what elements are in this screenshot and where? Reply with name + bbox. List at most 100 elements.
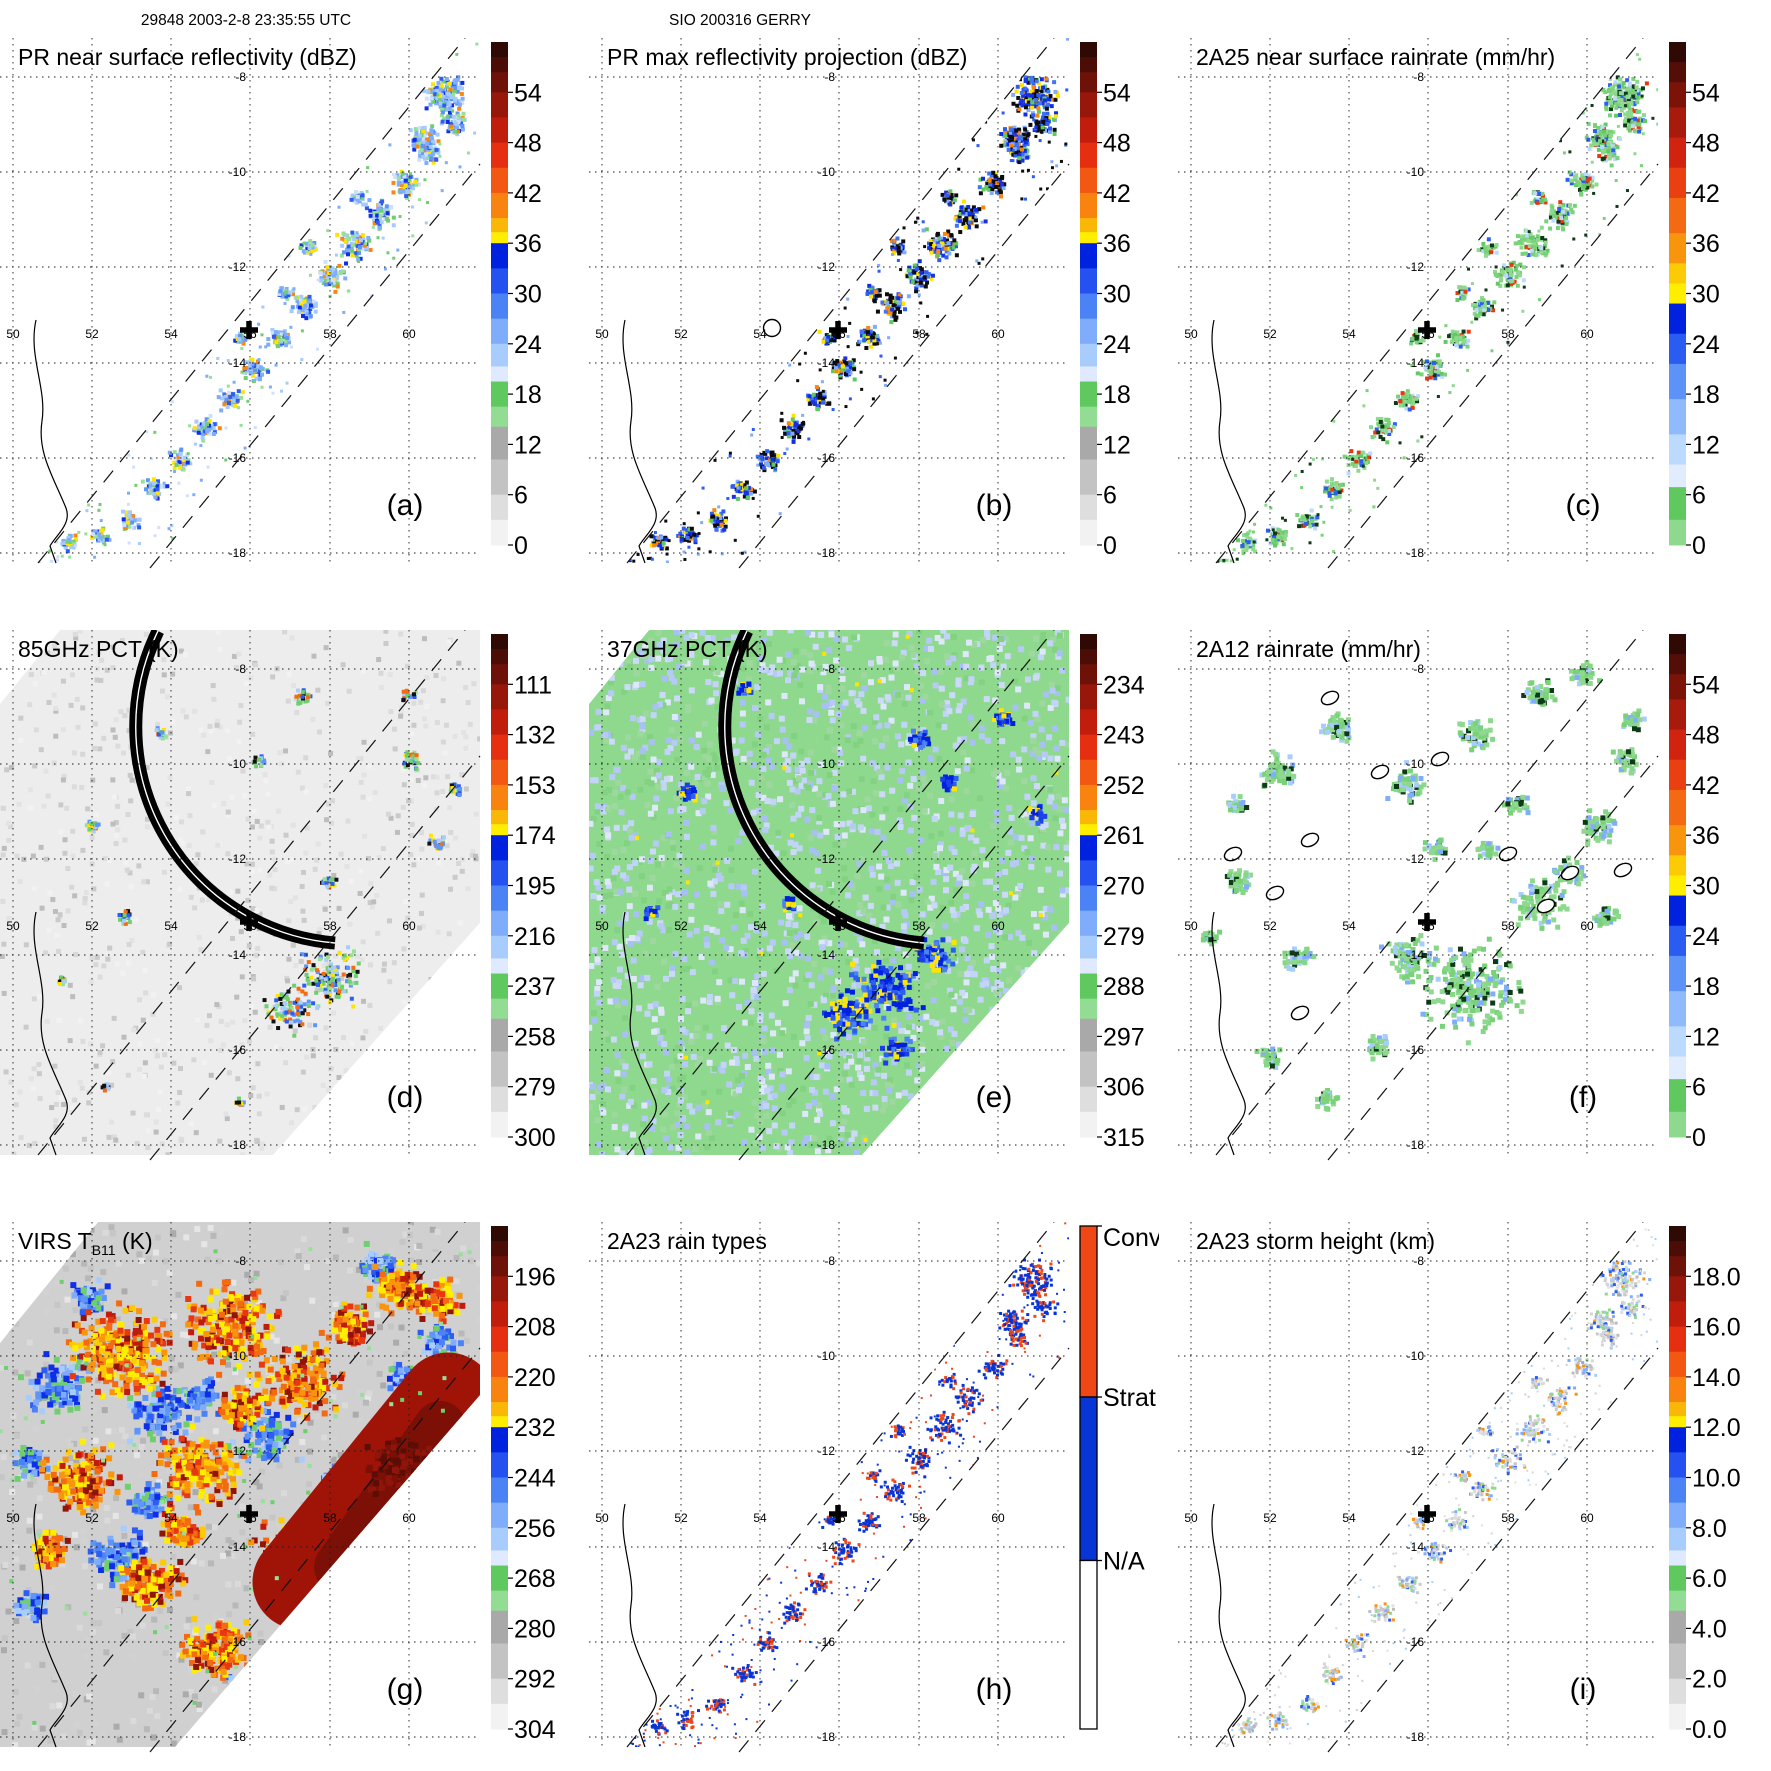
lon-tick-label: 56 (832, 327, 846, 341)
colorbar-tick-label: 30 (1692, 281, 1720, 309)
panel-g-map: 50 52 54 56 58 60 -8 -10 -12 -14 -16 -18 VIRS TB11 (… (0, 1221, 556, 1753)
colorbar-tick-label: 252 (1103, 772, 1145, 800)
lat-tick-label: -14 (818, 948, 836, 962)
storm-center-cross (1418, 321, 1436, 339)
colorbar-tick-label: 18.0 (1692, 1263, 1741, 1291)
coastline-path (1211, 1503, 1246, 1748)
colorbar-tick-label: 48 (1103, 130, 1131, 158)
panel-letter: (e) (976, 1081, 1013, 1114)
data-field (0, 1222, 480, 1747)
panel-d: 50 52 54 56 58 60 -8 -10 -12 -14 -16 -18 85GHz PCT (… (0, 629, 570, 1175)
lat-tick-label: -18 (818, 1730, 836, 1744)
colorbar-tick-label: 48 (514, 130, 542, 158)
panel-b: 50 52 54 56 58 60 -8 -10 -12 -14 -16 -18 PR max refl… (589, 37, 1159, 583)
colorbar-tick-label: 6 (1692, 482, 1706, 510)
lat-tick-label: -14 (818, 1540, 836, 1554)
lon-tick-label: 50 (6, 1511, 20, 1525)
colorbar-tick-label: 18 (1103, 381, 1131, 409)
colorbar-tick-label: 30 (514, 281, 542, 309)
lat-tick-label: -14 (818, 356, 836, 370)
lon-tick-label: 50 (6, 919, 20, 933)
lat-tick-label: -10 (818, 1349, 836, 1363)
colorbar-tick-label: 2.0 (1692, 1666, 1727, 1694)
panel-letter: (i) (1570, 1673, 1597, 1706)
lon-tick-label: 56 (832, 919, 846, 933)
panel-i: 50 52 54 56 58 60 -8 -10 -12 -14 -16 -18 2A23 storm … (1178, 1221, 1748, 1767)
lat-tick-label: -18 (229, 1138, 247, 1152)
lon-tick-label: 54 (753, 1511, 767, 1525)
colorbar-tick-label: 306 (1103, 1074, 1145, 1102)
colorbar-tick-label: 196 (514, 1263, 556, 1291)
lat-tick-label: -16 (1407, 1043, 1425, 1057)
coastline-path (33, 319, 68, 564)
lat-tick-label: -16 (818, 1043, 836, 1057)
lat-tick-label: -18 (1407, 1730, 1425, 1744)
lon-tick-label: 54 (1342, 1511, 1356, 1525)
lat-tick-label: -10 (229, 757, 247, 771)
lon-tick-label: 58 (1501, 919, 1515, 933)
colorbar-tick-label: 111 (514, 671, 552, 699)
pr-swath-edge-lines (1215, 1221, 1659, 1753)
colorbar-tick-label: Strat (1103, 1384, 1156, 1412)
colorbar-tick-label: 54 (1692, 79, 1720, 107)
colorbar-tick-label: 208 (514, 1314, 556, 1342)
pr-swath-edge-lines (626, 629, 1070, 1161)
colorbar-tick-label: 42 (1692, 180, 1720, 208)
colorbar-tick-label: 54 (514, 79, 542, 107)
lat-tick-label: -14 (1407, 356, 1425, 370)
data-field (628, 38, 1069, 563)
lat-tick-label: -14 (1407, 948, 1425, 962)
data-hole-ellipse (1300, 832, 1320, 848)
lon-tick-label: 54 (753, 919, 767, 933)
colorbar-tick-label: 36 (1692, 822, 1720, 850)
lat-tick-label: -18 (229, 546, 247, 560)
storm-symbol (762, 318, 782, 338)
colorbar-tick-label: 54 (1103, 79, 1131, 107)
colorbar-tick-label: 315 (1103, 1124, 1145, 1152)
lon-tick-label: 60 (1580, 1511, 1594, 1525)
pr-swath-edge-lines (626, 1221, 1070, 1753)
panel-b-colorbar: 54 48 42 36 30 24 18 12 6 0 (1080, 42, 1131, 560)
colorbar-tick-label: 12 (1103, 431, 1131, 459)
panel-e: 50 52 54 56 58 60 -8 -10 -12 -14 -16 -18 37GHz PCT (… (589, 629, 1159, 1175)
lon-tick-label: 58 (1501, 327, 1515, 341)
lon-tick-label: 50 (595, 327, 609, 341)
lat-tick-label: -16 (818, 451, 836, 465)
panel-e-colorbar: 234 243 252 261 270 279 288 297 306 315 (1080, 634, 1145, 1152)
panel-letter: (f) (1569, 1081, 1597, 1114)
colorbar-tick-label: 270 (1103, 873, 1145, 901)
lat-tick-label: -16 (1407, 1635, 1425, 1649)
colorbar-tick-label: 12 (514, 431, 542, 459)
lon-tick-label: 50 (1184, 327, 1198, 341)
colorbar-tick-label: 4.0 (1692, 1615, 1727, 1643)
panel-title: 85GHz PCT (K) (18, 636, 179, 662)
lat-tick-label: -18 (818, 1138, 836, 1152)
panel-i-map: 50 52 54 56 58 60 -8 -10 -12 -14 -16 -18 2A23 storm … (1178, 1221, 1741, 1753)
lon-tick-label: 50 (1184, 1511, 1198, 1525)
coastline-path (1211, 911, 1246, 1156)
panel-letter: (g) (387, 1673, 424, 1706)
panel-i-colorbar: 18.0 16.0 14.0 12.0 10.0 8.0 6.0 4.0 2.0 0.0 (1669, 1226, 1741, 1744)
lat-tick-label: -18 (1407, 1138, 1425, 1152)
data-hole-ellipse (1613, 862, 1633, 878)
lat-tick-label: -8 (235, 662, 246, 676)
pr-swath-edge-lines (37, 1221, 481, 1753)
colorbar-tick-label: 24 (1692, 331, 1720, 359)
lat-tick-label: -8 (824, 1254, 835, 1268)
colorbar-tick-label: 12.0 (1692, 1414, 1741, 1442)
grid-lines (1178, 38, 1658, 563)
lon-tick-label: 52 (85, 919, 99, 933)
storm-id-header: SIO 200316 GERRY (669, 12, 811, 29)
lon-tick-label: 52 (1263, 1511, 1277, 1525)
colorbar-tick-label: 48 (1692, 722, 1720, 750)
grid-lines (589, 38, 1069, 563)
lon-tick-label: 56 (1421, 919, 1435, 933)
lon-tick-label: 52 (85, 1511, 99, 1525)
panel-f: 50 52 54 56 58 60 -8 -10 -12 -14 -16 -18 2A12 rainra… (1178, 629, 1748, 1175)
data-field (1216, 53, 1658, 563)
storm-center-cross (1418, 1505, 1436, 1523)
data-field (589, 630, 1069, 1155)
colorbar-tick-label: 0.0 (1692, 1716, 1727, 1744)
lon-tick-label: 54 (753, 327, 767, 341)
